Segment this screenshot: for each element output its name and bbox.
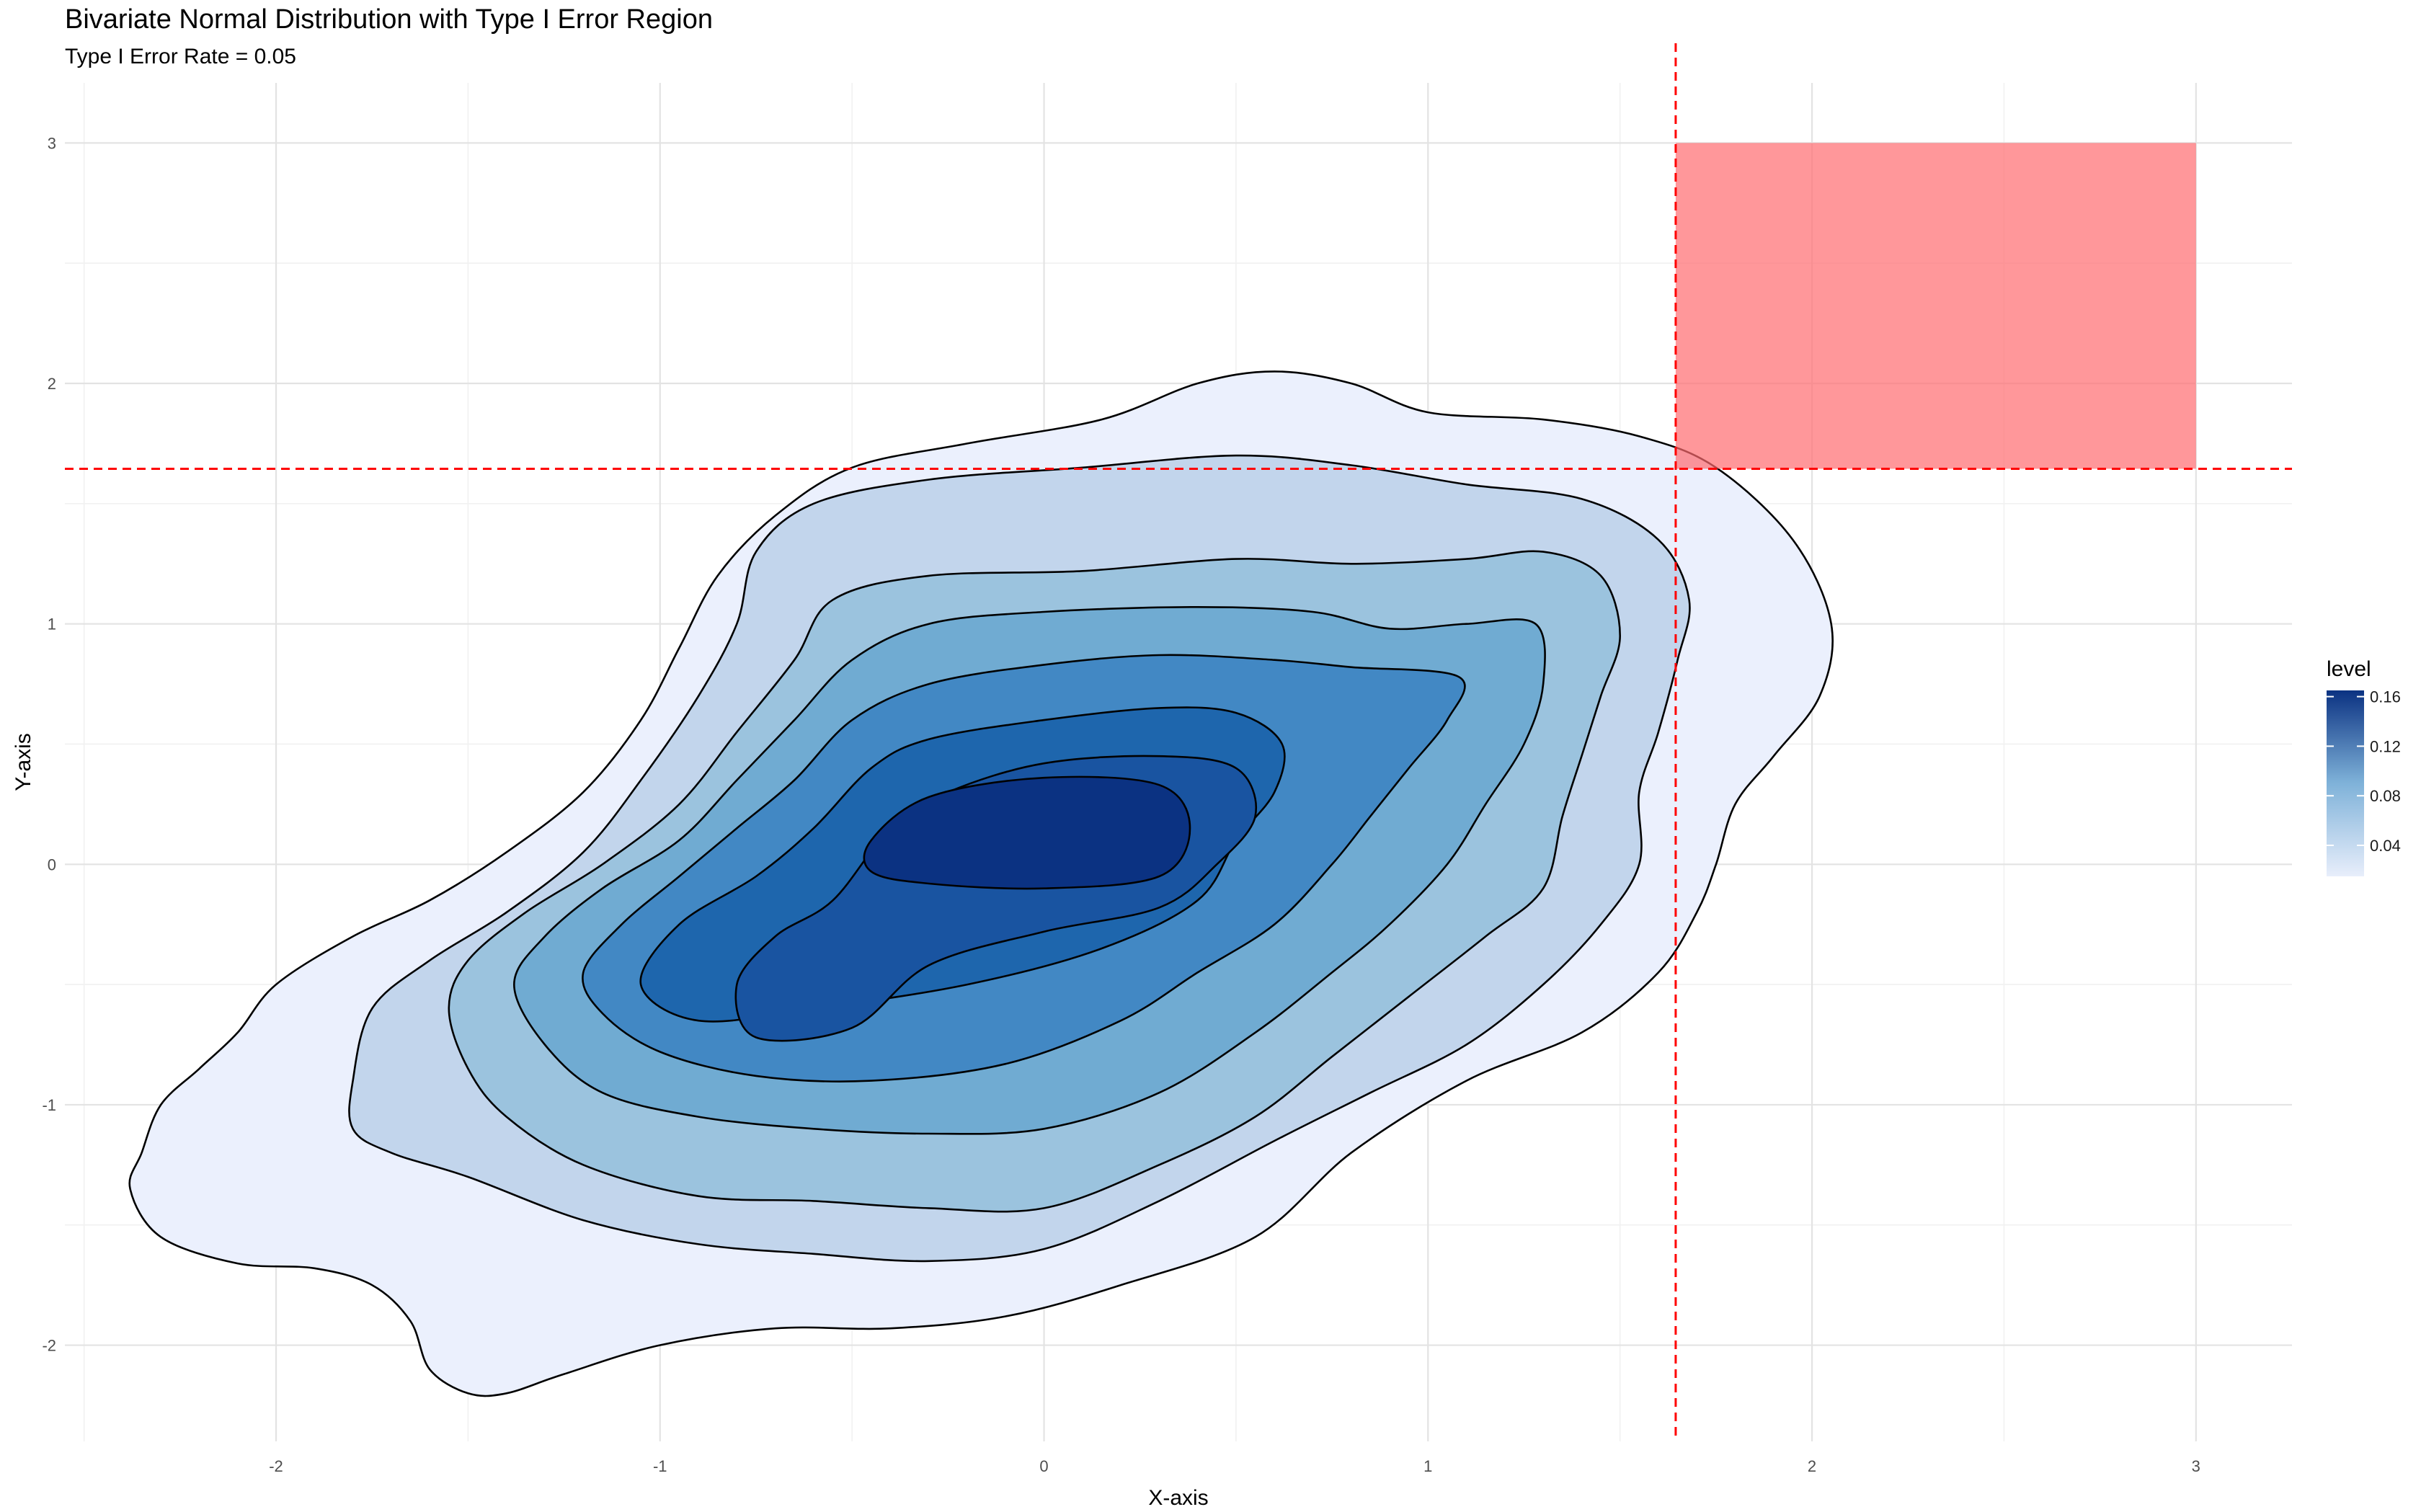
y-tick-label: 2: [48, 375, 56, 393]
chart-subtitle: Type I Error Rate = 0.05: [65, 45, 296, 68]
x-tick-label: 0: [1039, 1457, 1048, 1475]
x-tick-label: 3: [2192, 1457, 2200, 1475]
y-axis-ticks: -2 -1 0 1 2 3: [42, 134, 56, 1354]
contour-band-0_16: [863, 775, 1191, 890]
error-region-layer: [1675, 143, 2196, 469]
x-axis-ticks: -2 -1 0 1 2 3: [269, 1457, 2200, 1475]
legend-label: 0.16: [2370, 688, 2401, 706]
x-tick-label: -2: [269, 1457, 283, 1475]
x-tick-label: -1: [653, 1457, 667, 1475]
legend: level 0.16 0.12 0.08 0.04: [2327, 657, 2401, 876]
x-tick-label: 2: [1808, 1457, 1816, 1475]
error-region: [1675, 143, 2196, 469]
legend-title: level: [2327, 657, 2371, 681]
y-tick-label: 0: [48, 855, 56, 873]
y-tick-label: -2: [42, 1337, 56, 1355]
x-axis-title: X-axis: [1148, 1486, 1208, 1510]
legend-colorbar: [2327, 690, 2364, 876]
y-tick-label: -1: [42, 1096, 56, 1114]
legend-label: 0.08: [2370, 787, 2401, 805]
legend-ticks: 0.16 0.12 0.08 0.04: [2327, 688, 2401, 855]
density-contours: [128, 370, 1834, 1397]
legend-label: 0.04: [2370, 837, 2401, 855]
chart-title: Bivariate Normal Distribution with Type …: [65, 4, 713, 35]
y-tick-label: 3: [48, 134, 56, 152]
y-axis-title: Y-axis: [12, 733, 35, 791]
critical-value-lines: [65, 43, 2292, 1441]
y-tick-label: 1: [48, 615, 56, 633]
x-tick-label: 1: [1423, 1457, 1432, 1475]
legend-label: 0.12: [2370, 737, 2401, 755]
